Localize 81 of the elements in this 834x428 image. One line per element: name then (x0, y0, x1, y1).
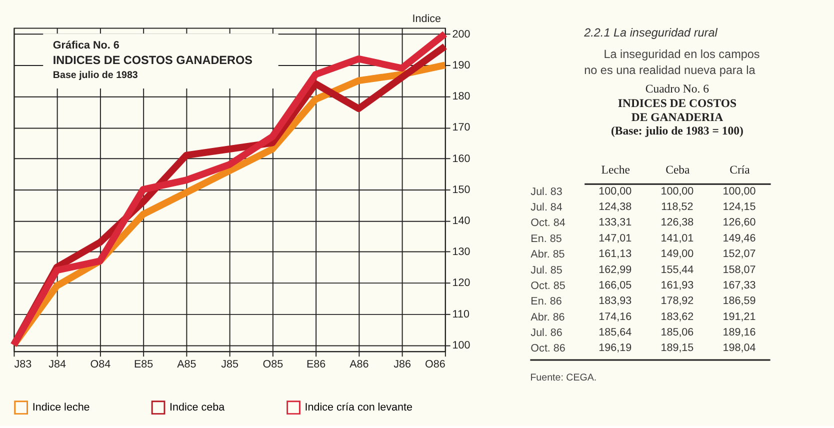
data-label: 133,31 (598, 216, 632, 229)
data-label: 161,13 (598, 248, 632, 260)
x-tick-label: J84 (48, 358, 66, 370)
category-label: Oct. 86 (530, 342, 566, 355)
data-label: 118,52 (661, 201, 694, 214)
x-tick-label: J85 (221, 358, 239, 370)
data-label: 162,99 (598, 264, 632, 276)
data-label: 189,15 (660, 342, 694, 354)
annotation: Gráfica No. 6 (52, 39, 120, 52)
legend-label: Indice ceba (170, 402, 225, 414)
text: Cuadro No. 6 (645, 82, 710, 96)
data-label: 189,16 (722, 326, 756, 339)
data-label: 191,21 (722, 310, 756, 323)
data-label: 167,33 (722, 279, 756, 292)
data-label: 149,00 (660, 248, 694, 260)
x-tick-label: J86 (394, 358, 411, 370)
data-label: 196,19 (598, 342, 632, 354)
data-label: 183,93 (598, 295, 632, 308)
data-label: 185,64 (598, 326, 632, 339)
data-label: 174,16 (598, 310, 632, 323)
x-tick-label: O85 (262, 358, 284, 370)
y-tick-label: 110 (452, 308, 470, 320)
y-tick-label: 190 (452, 60, 470, 72)
y-tick-label: 130 (452, 246, 470, 258)
text: 2.2.1 La inseguridad rural (583, 26, 718, 40)
category-label: En. 85 (530, 232, 562, 245)
x-tick-label: O86 (425, 358, 446, 370)
y-tick-label: 120 (452, 277, 470, 290)
data-label: 185,06 (660, 326, 694, 339)
category-label: Oct. 85 (530, 280, 566, 292)
y-axis-title: Indice (412, 12, 442, 25)
data-label: 158,07 (722, 264, 756, 276)
x-tick-label: O84 (90, 358, 111, 370)
x-tick-label: A85 (177, 358, 196, 370)
data-label: 178,92 (660, 295, 694, 308)
data-label: 198,04 (722, 342, 756, 354)
source-note: Fuente: CEGA. (530, 372, 597, 384)
data-label: 183,62 (660, 310, 694, 323)
data-label: 149,46 (722, 232, 756, 244)
y-tick-label: 170 (452, 122, 470, 134)
data-label: 124,15 (722, 201, 756, 214)
data-label: 152,07 (722, 248, 756, 260)
data-label: 124,38 (598, 201, 632, 214)
legend-label: Indice cría con levante (304, 402, 413, 414)
category-label: En. 86 (530, 296, 562, 308)
data-label: 126,60 (722, 216, 756, 229)
data-label: 166,05 (598, 279, 632, 292)
x-tick-label: E85 (134, 358, 154, 370)
y-tick-label: 100 (452, 339, 470, 352)
y-tick-label: 140 (452, 215, 470, 228)
text: Cría (730, 163, 751, 176)
data-label: 186,59 (722, 295, 756, 308)
category-label: Jul. 84 (530, 202, 562, 214)
data-label: 141,01 (660, 232, 694, 244)
category-label: Abr. 86 (530, 311, 565, 324)
y-tick-label: 200 (452, 28, 470, 40)
category-label: Oct. 84 (530, 217, 566, 230)
y-tick-label: 180 (452, 90, 470, 103)
text: INDICES DE COSTOS DE GANADERIA (Base: julio de 1983 = 100) (611, 97, 744, 138)
text: INDICES DE COSTOS GANADEROS (52, 54, 253, 68)
text: Base julio de 1983 (52, 70, 138, 81)
data-label: 155,44 (660, 264, 694, 276)
data-label: 126,38 (660, 216, 694, 229)
y-tick-label: 150 (452, 184, 470, 196)
category-label: Abr. 85 (530, 248, 565, 261)
data-label: 147,01 (598, 232, 632, 244)
category-label: Jul. 83 (530, 186, 562, 198)
data-label: 100,00 (722, 185, 756, 198)
data-label: 100,00 (598, 185, 632, 198)
y-tick-label: 160 (452, 152, 470, 165)
text: Leche (601, 163, 630, 176)
x-tick-label: A86 (350, 358, 369, 370)
category-label: Jul. 86 (530, 326, 562, 339)
text: La inseguridad en los campos no es una realidad nueva para la (584, 48, 760, 77)
text: Ceba (666, 163, 691, 176)
x-tick-label: E86 (306, 358, 326, 370)
category-label: Jul. 85 (530, 264, 562, 276)
data-label: 100,00 (660, 185, 694, 198)
x-tick-label: J83 (14, 358, 32, 370)
data-label: 161,93 (660, 279, 694, 292)
legend-label: Indice leche (32, 402, 90, 414)
